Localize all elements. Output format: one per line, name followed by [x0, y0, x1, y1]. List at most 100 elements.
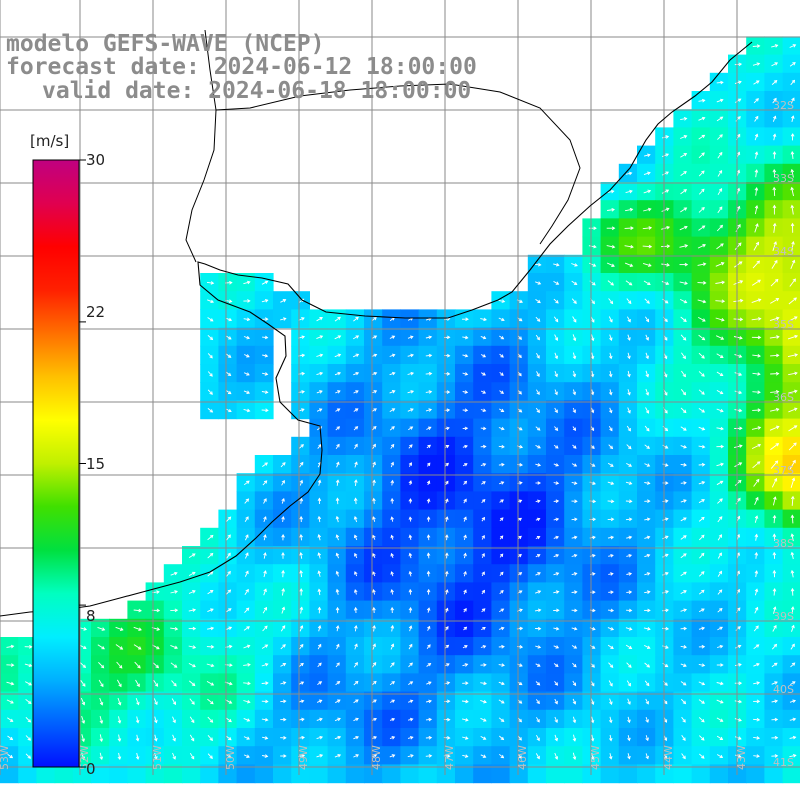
wind-vector-shaft [791, 187, 794, 197]
wind-vector-head [500, 608, 505, 612]
wind-cell [254, 582, 274, 602]
wind-cell [400, 400, 420, 420]
wind-vector-shaft [679, 298, 687, 304]
wind-vector-shaft [316, 317, 323, 322]
wind-vector-head [719, 644, 724, 649]
wind-vector-head [336, 681, 341, 685]
wind-cell [309, 418, 329, 438]
wind-cell [236, 582, 256, 602]
latitude-label: 35S [773, 318, 794, 331]
wind-vector-head [791, 259, 796, 264]
wind-cell [200, 564, 219, 583]
wind-vector-shaft [680, 135, 687, 139]
wind-vector-head [591, 445, 595, 450]
wind-vector-head [336, 443, 340, 448]
wind-vector-shaft [153, 698, 158, 705]
wind-cell [691, 254, 711, 274]
wind-cell [400, 418, 420, 438]
wind-vector-head [500, 517, 504, 521]
latitude-label: 41S [773, 756, 794, 769]
wind-vector-head [229, 280, 233, 285]
wind-vector-head [772, 204, 777, 209]
wind-vector-head [353, 606, 358, 611]
wind-vector-head [790, 115, 795, 119]
wind-vector-shaft [117, 697, 121, 705]
wind-vector-head [664, 410, 668, 414]
wind-vector-head [664, 355, 668, 360]
wind-cell [582, 546, 602, 565]
title-line-forecast-date: forecast date: 2024-06-12 18:00:00 [6, 54, 477, 80]
wind-vector-head [536, 409, 540, 413]
wind-vector-shaft [225, 335, 232, 340]
wind-cell [746, 254, 765, 274]
wind-vector-head [593, 244, 597, 249]
wind-cell [764, 218, 784, 238]
wind-vector-shaft [498, 717, 504, 722]
wind-cell [673, 218, 693, 238]
wind-vector-head [209, 719, 214, 723]
wind-vector-shaft [680, 681, 687, 686]
wind-vector-head [591, 319, 595, 323]
wind-cell [309, 637, 329, 656]
wind-vector-shaft [280, 644, 286, 650]
wind-cell [746, 527, 765, 547]
wind-vector-head [247, 681, 251, 686]
wind-vector-head [645, 719, 649, 723]
wind-vector-head [355, 371, 360, 376]
wind-cell [673, 145, 693, 165]
wind-vector-head [772, 115, 777, 120]
wind-cell [327, 436, 347, 456]
wind-vector-shaft [771, 260, 778, 269]
wind-cell [564, 509, 583, 529]
wind-vector-head [446, 663, 450, 667]
wind-cell [782, 273, 800, 292]
wind-cell [746, 582, 765, 602]
wind-vector-head [355, 390, 359, 394]
wind-cell [309, 400, 329, 420]
wind-vector-head [592, 535, 596, 540]
wind-vector-head [736, 187, 741, 192]
wind-vector-shaft [790, 478, 795, 488]
wind-vector-shaft [535, 281, 541, 285]
wind-vector-head [610, 590, 614, 594]
wind-cell [709, 564, 729, 583]
wind-vector-head [719, 626, 723, 630]
wind-vector-shaft [299, 625, 303, 632]
wind-vector-shaft [389, 372, 395, 376]
wind-vector-shaft [733, 336, 743, 339]
wind-cell [473, 600, 492, 620]
wind-vector-shaft [642, 262, 652, 267]
wind-vector-head [355, 735, 360, 740]
wind-vector-head [627, 391, 631, 396]
wind-vector-shaft [717, 552, 722, 559]
wind-vector-head [336, 408, 341, 412]
wind-vector-head [410, 408, 414, 412]
wind-cell [618, 200, 638, 219]
wind-vector-shaft [753, 80, 760, 85]
wind-cell [218, 582, 238, 602]
wind-vector-head [665, 517, 669, 521]
wind-cell [764, 582, 784, 602]
wind-vector-head [647, 281, 651, 286]
wind-vector-shaft [771, 662, 778, 668]
wind-vector-head [591, 682, 595, 687]
wind-vector-head [209, 755, 213, 759]
wind-vector-shaft [680, 445, 687, 449]
wind-vector-head [281, 516, 285, 520]
wind-vector-shaft [591, 716, 594, 723]
wind-cell [764, 182, 784, 201]
wind-vector-shaft [680, 553, 687, 559]
wind-vector-head [264, 317, 269, 321]
wind-vector-shaft [115, 644, 123, 650]
wind-vector-head [319, 371, 324, 376]
wind-cell [145, 746, 165, 765]
wind-vector-head [721, 299, 726, 303]
wind-cell [291, 673, 310, 693]
wind-vector-head [372, 606, 376, 611]
wind-vector-shaft [355, 498, 357, 505]
coastline [0, 29, 753, 617]
wind-cell [400, 637, 420, 656]
wind-cell [418, 764, 438, 784]
wind-vector-head [610, 645, 614, 650]
wind-vector-head [227, 390, 232, 395]
